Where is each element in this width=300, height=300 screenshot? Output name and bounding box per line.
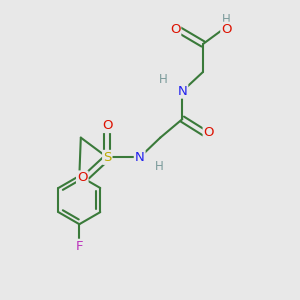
Text: S: S [103, 151, 112, 164]
Text: O: O [77, 172, 88, 184]
Text: H: H [159, 74, 168, 86]
Text: H: H [222, 13, 231, 26]
Text: O: O [221, 23, 232, 36]
Text: N: N [178, 85, 187, 98]
Text: O: O [204, 126, 214, 140]
Text: N: N [135, 151, 145, 164]
Text: O: O [102, 119, 112, 132]
Text: O: O [170, 23, 180, 36]
Text: F: F [76, 240, 83, 253]
Text: H: H [154, 160, 163, 173]
